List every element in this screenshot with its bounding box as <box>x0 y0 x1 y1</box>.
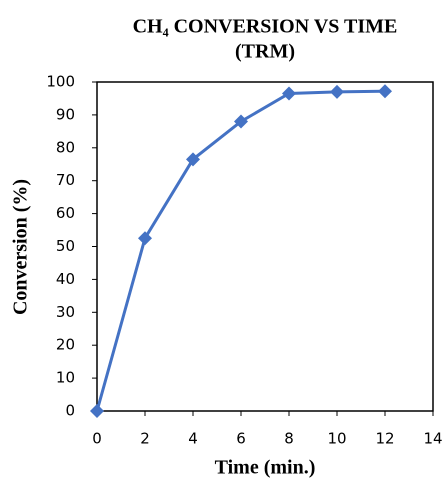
y-axis-label: Conversion (%) <box>10 179 32 315</box>
chart-title: CH₄ CONVERSION VS TIME <box>133 16 398 38</box>
x-tick-label: 6 <box>236 430 246 448</box>
x-tick-label: 4 <box>188 430 198 448</box>
y-tick-label: 10 <box>56 369 75 387</box>
x-tick-label: 8 <box>284 430 294 448</box>
chart-subtitle: (TRM) <box>235 41 295 63</box>
y-tick-label: 70 <box>56 171 75 189</box>
marker <box>378 84 392 99</box>
x-tick-label: 2 <box>140 430 150 448</box>
x-axis-label: Time (min.) <box>215 457 316 479</box>
x-tick-label: 0 <box>92 430 102 448</box>
x-tick-label: 14 <box>423 430 442 448</box>
marker <box>330 84 344 99</box>
y-tick-label: 60 <box>56 204 75 222</box>
y-tick-label: 50 <box>56 237 75 255</box>
marker <box>90 404 104 418</box>
marker <box>234 114 248 129</box>
y-tick-label: 80 <box>56 138 75 156</box>
marker <box>138 231 152 246</box>
y-tick-label: 90 <box>56 105 75 123</box>
x-tick-label: 10 <box>327 430 346 448</box>
y-tick-label: 30 <box>56 303 75 321</box>
y-tick-label: 100 <box>46 73 75 91</box>
marker <box>282 86 296 101</box>
y-tick-label: 0 <box>65 402 75 420</box>
y-tick-label: 20 <box>56 336 75 354</box>
x-tick-label: 12 <box>375 430 394 448</box>
y-tick-label: 40 <box>56 270 75 288</box>
marker <box>186 152 200 167</box>
